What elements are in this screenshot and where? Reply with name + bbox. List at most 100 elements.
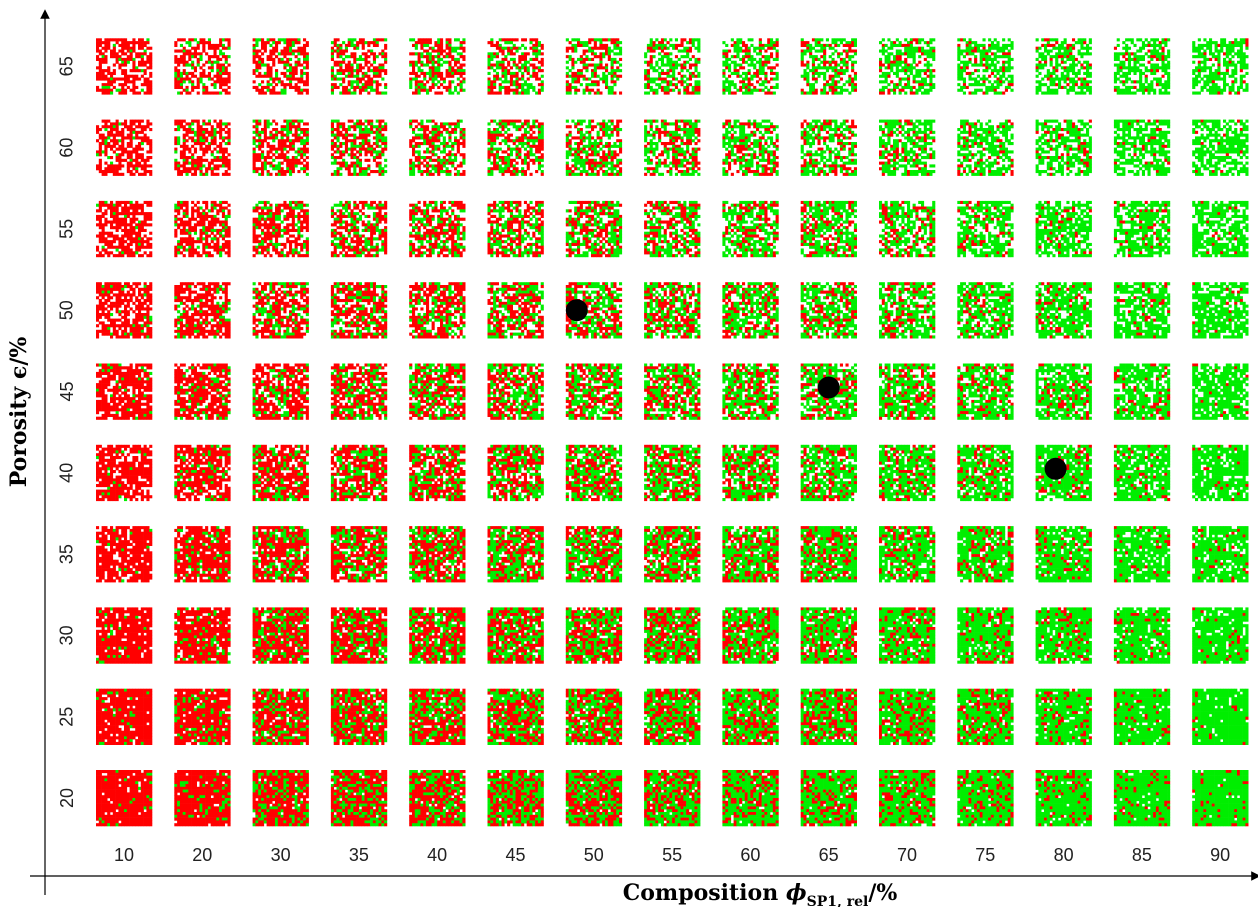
x-tick-45: 45 — [505, 845, 525, 865]
microstructure-cell-85-35 — [1113, 526, 1171, 583]
microstructure-cell-20-65 — [174, 38, 231, 95]
microstructure-cell-30-30 — [252, 607, 309, 664]
microstructure-cell-40-40 — [409, 444, 466, 502]
microstructure-cell-90-30 — [1192, 607, 1249, 664]
microstructure-cell-45-20 — [487, 770, 544, 827]
microstructure-cell-30-20 — [252, 770, 309, 827]
microstructure-cell-35-55 — [330, 200, 388, 258]
microstructure-cell-85-60 — [1113, 119, 1171, 176]
microstructure-cell-80-45 — [1035, 363, 1092, 420]
microstructure-cell-50-20 — [565, 770, 623, 827]
microstructure-cell-70-35 — [879, 526, 936, 583]
microstructure-cell-45-50 — [487, 282, 544, 339]
microstructure-cell-45-60 — [487, 119, 544, 176]
highlight-markers — [565, 299, 1067, 480]
microstructure-cell-10-40 — [96, 444, 153, 502]
x-tick-40: 40 — [427, 845, 447, 865]
microstructure-cell-20-20 — [174, 770, 231, 827]
microstructure-cell-80-40 — [1035, 444, 1092, 502]
microstructure-cell-45-65 — [487, 38, 544, 95]
microstructure-cell-10-20 — [96, 770, 153, 827]
microstructure-cell-50-60 — [565, 119, 623, 176]
microstructure-cell-65-55 — [800, 200, 857, 258]
microstructure-cell-40-50 — [409, 282, 466, 339]
microstructure-cells — [96, 38, 1249, 827]
y-tick-50: 50 — [57, 300, 77, 320]
microstructure-cell-35-60 — [330, 119, 388, 176]
y-tick-20: 20 — [57, 788, 77, 808]
y-tick-45: 45 — [57, 381, 77, 401]
microstructure-cell-65-20 — [800, 770, 857, 827]
microstructure-cell-45-45 — [487, 363, 544, 420]
microstructure-cell-75-20 — [957, 770, 1014, 827]
x-tick-80: 80 — [1054, 845, 1074, 865]
microstructure-cell-10-60 — [96, 119, 153, 176]
microstructure-cell-40-35 — [409, 526, 466, 583]
microstructure-cell-10-50 — [96, 282, 153, 339]
microstructure-cell-60-60 — [722, 119, 779, 176]
microstructure-cell-45-25 — [487, 688, 544, 745]
microstructure-cell-60-50 — [722, 282, 779, 339]
microstructure-cell-55-30 — [644, 607, 701, 664]
microstructure-cell-75-65 — [957, 38, 1014, 95]
x-tick-70: 70 — [897, 845, 917, 865]
microstructure-cell-90-25 — [1192, 688, 1249, 745]
microstructure-cell-10-30 — [96, 607, 153, 664]
microstructure-cell-20-55 — [174, 200, 231, 258]
microstructure-cell-80-65 — [1035, 38, 1092, 95]
microstructure-cell-75-25 — [957, 688, 1014, 745]
x-tick-labels: 10 20 30 35 40 45 50 55 60 65 70 75 80 85 90 — [114, 845, 1230, 865]
y-tick-30: 30 — [57, 625, 77, 645]
microstructure-cell-85-55 — [1113, 200, 1171, 258]
microstructure-cell-35-25 — [330, 688, 388, 745]
microstructure-cell-35-40 — [330, 444, 388, 502]
microstructure-cell-20-35 — [174, 526, 231, 583]
highlight-marker-80-40 — [1044, 457, 1067, 480]
microstructure-cell-40-65 — [409, 38, 466, 95]
microstructure-cell-30-60 — [252, 119, 309, 176]
microstructure-cell-45-55 — [487, 200, 544, 258]
microstructure-cell-55-65 — [644, 38, 701, 95]
microstructure-cell-50-45 — [565, 363, 623, 420]
microstructure-cell-75-50 — [957, 282, 1014, 339]
microstructure-cell-75-45 — [957, 363, 1014, 420]
microstructure-cell-45-35 — [487, 526, 544, 583]
microstructure-cell-55-50 — [644, 282, 701, 339]
microstructure-cell-80-50 — [1035, 282, 1092, 339]
microstructure-cell-30-35 — [252, 526, 309, 583]
microstructure-cell-55-40 — [644, 444, 701, 502]
microstructure-cell-70-40 — [879, 444, 936, 502]
microstructure-cell-50-40 — [565, 444, 623, 502]
y-tick-labels: 20 25 30 35 40 45 50 55 60 65 — [57, 56, 77, 808]
microstructure-cell-75-35 — [957, 526, 1014, 583]
microstructure-cell-75-40 — [957, 444, 1014, 502]
y-tick-25: 25 — [57, 707, 77, 727]
microstructure-cell-75-30 — [957, 607, 1014, 664]
microstructure-cell-10-25 — [96, 688, 153, 745]
microstructure-cell-40-25 — [409, 688, 466, 745]
y-tick-55: 55 — [57, 219, 77, 239]
microstructure-cell-85-20 — [1113, 770, 1171, 827]
microstructure-cell-55-20 — [644, 770, 701, 827]
microstructure-cell-65-25 — [800, 688, 857, 745]
microstructure-cell-60-45 — [722, 363, 779, 420]
microstructure-cell-40-60 — [409, 119, 466, 176]
microstructure-cell-60-25 — [722, 688, 779, 745]
y-tick-60: 60 — [57, 138, 77, 158]
microstructure-cell-10-35 — [96, 526, 153, 583]
microstructure-cell-80-55 — [1035, 200, 1092, 258]
microstructure-cell-60-35 — [722, 526, 779, 583]
x-tick-65: 65 — [819, 845, 839, 865]
microstructure-cell-30-45 — [252, 363, 309, 420]
microstructure-cell-45-30 — [487, 607, 544, 664]
microstructure-cell-90-60 — [1192, 119, 1249, 176]
microstructure-cell-70-20 — [879, 770, 936, 827]
microstructure-cell-90-50 — [1192, 282, 1249, 339]
microstructure-cell-10-45 — [96, 363, 153, 420]
microstructure-cell-20-40 — [174, 444, 231, 502]
microstructure-cell-30-40 — [252, 444, 309, 502]
microstructure-cell-60-55 — [722, 200, 779, 258]
microstructure-cell-50-35 — [565, 526, 623, 583]
microstructure-cell-85-50 — [1113, 282, 1171, 339]
